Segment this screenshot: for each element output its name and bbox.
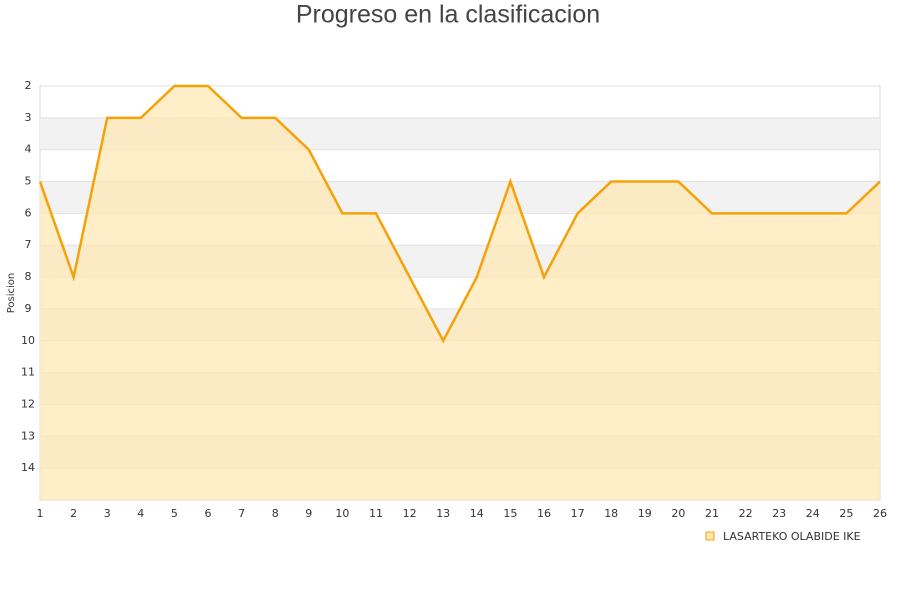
- y-tick-label: 5: [25, 175, 32, 188]
- x-tick-label: 25: [839, 507, 853, 520]
- y-tick-label: 6: [25, 206, 32, 219]
- x-tick-label: 3: [104, 507, 111, 520]
- y-axis-label: Posicion: [6, 273, 17, 314]
- y-tick-label: 11: [21, 366, 35, 379]
- y-tick-label: 14: [21, 461, 35, 474]
- y-tick-label: 8: [25, 270, 32, 283]
- legend-swatch: [705, 531, 715, 541]
- x-tick-label: 6: [205, 507, 212, 520]
- x-tick-label: 22: [739, 507, 753, 520]
- y-tick-label: 4: [25, 143, 32, 156]
- x-tick-label: 10: [335, 507, 349, 520]
- x-tick-label: 14: [470, 507, 484, 520]
- y-tick-label: 10: [21, 334, 35, 347]
- x-tick-label: 16: [537, 507, 551, 520]
- x-tick-label: 12: [403, 507, 417, 520]
- x-tick-label: 5: [171, 507, 178, 520]
- legend-label: LASARTEKO OLABIDE IKE: [723, 530, 861, 543]
- x-tick-label: 23: [772, 507, 786, 520]
- x-tick-label: 13: [436, 507, 450, 520]
- x-tick-label: 9: [305, 507, 312, 520]
- y-tick-label: 3: [25, 111, 32, 124]
- y-tick-label: 7: [25, 238, 32, 251]
- y-tick-label: 12: [21, 397, 35, 410]
- x-tick-label: 11: [369, 507, 383, 520]
- x-tick-label: 21: [705, 507, 719, 520]
- x-tick-label: 17: [571, 507, 585, 520]
- line: [38, 84, 881, 344]
- x-tick-label: 20: [671, 507, 685, 520]
- x-tick-label: 15: [503, 507, 517, 520]
- y-tick-label: 2: [25, 79, 32, 92]
- y-tick-label: 9: [25, 302, 32, 315]
- x-tick-label: 24: [806, 507, 820, 520]
- x-tick-label: 1: [37, 507, 44, 520]
- x-tick-label: 8: [272, 507, 279, 520]
- x-tick-label: 2: [70, 507, 77, 520]
- area: [40, 86, 880, 500]
- x-tick-label: 19: [638, 507, 652, 520]
- x-tick-label: 26: [873, 507, 887, 520]
- x-tick-label: 4: [137, 507, 144, 520]
- x-tick-label: 18: [604, 507, 618, 520]
- x-tick-label: 7: [238, 507, 245, 520]
- chart-title: Progreso en la clasificacion: [296, 1, 600, 29]
- y-tick-label: 13: [21, 429, 35, 442]
